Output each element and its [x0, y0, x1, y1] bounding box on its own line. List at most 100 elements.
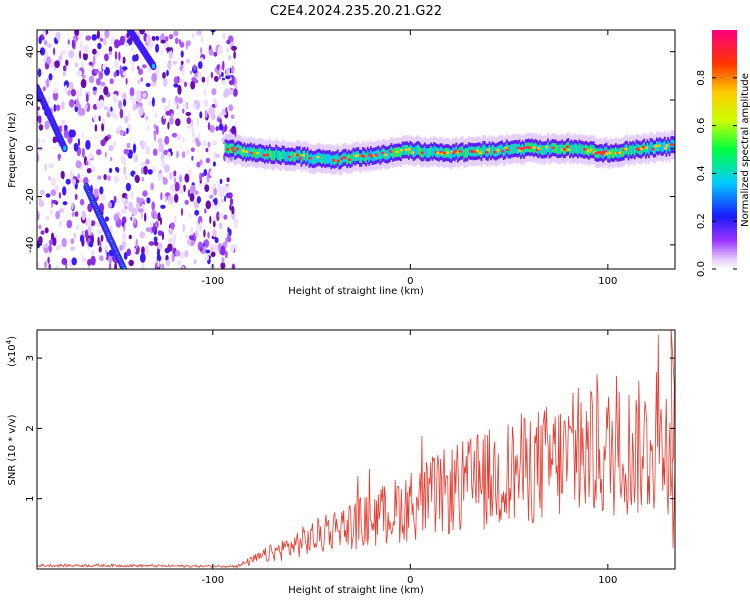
trace-peak [295, 153, 300, 157]
noise-blob [141, 261, 145, 269]
noise-blob [156, 125, 159, 135]
noise-blob [139, 231, 145, 239]
noise-blob [114, 59, 119, 68]
noise-blob [136, 200, 140, 211]
noise-blob [231, 45, 237, 51]
noise-blob [220, 185, 226, 194]
noise-blob [97, 175, 102, 180]
trace-mid [377, 149, 380, 159]
noise-blob [209, 215, 212, 224]
trace-mid [425, 148, 428, 158]
noise-blob [153, 123, 157, 130]
trace-mid [415, 145, 418, 155]
noise-blob [88, 241, 94, 248]
noise-blob [191, 155, 194, 161]
noise-blob [187, 189, 191, 197]
noise-blob [102, 37, 107, 46]
trace-mid [577, 145, 579, 155]
noise-blob [43, 40, 48, 45]
noise-blob [42, 86, 46, 92]
noise-blob [158, 143, 164, 153]
noise-blob [229, 198, 234, 206]
y-tick-label: 2 [25, 425, 36, 431]
noise-blob [108, 51, 112, 56]
noise-blob [160, 49, 163, 56]
trace-peak [395, 150, 399, 154]
noise-blob [185, 150, 190, 155]
noise-blob [98, 115, 101, 122]
noise-blob [141, 177, 144, 182]
noise-blob [221, 257, 225, 264]
noise-blob [92, 220, 96, 226]
noise-blob [110, 106, 113, 112]
trace-mid [403, 145, 406, 155]
trace-mid [558, 144, 561, 155]
trace-mid [556, 145, 559, 155]
trace-peak [657, 144, 661, 148]
noise-blob [174, 193, 179, 203]
trace-mid [229, 143, 232, 153]
noise-blob [71, 202, 74, 210]
trace-mid [461, 146, 464, 156]
noise-blob [199, 221, 202, 230]
noise-blob [88, 75, 95, 84]
noise-blob [220, 245, 226, 256]
snr-scale-prefix: (x10 [7, 344, 18, 367]
trace-mid [389, 148, 391, 159]
noise-blob [52, 91, 59, 101]
trace-mid [368, 152, 371, 163]
trace-mid [627, 147, 630, 157]
noise-blob [139, 252, 146, 263]
trace-mid [319, 153, 322, 163]
trace-peak [404, 148, 409, 152]
noise-blob [114, 51, 118, 60]
noise-blob [140, 77, 143, 82]
trace-mid [482, 144, 485, 155]
noise-blob [48, 73, 53, 81]
noise-blob [98, 71, 104, 80]
noise-blob [182, 223, 185, 233]
trace-mid [570, 143, 573, 154]
noise-blob [92, 55, 96, 66]
trace-mid [573, 143, 576, 153]
trace-peak [589, 148, 594, 152]
trace-peak [442, 151, 447, 155]
noise-blob [92, 86, 97, 91]
noise-blob [180, 50, 184, 58]
noise-blob [126, 248, 132, 257]
trace-peak [485, 151, 489, 154]
noise-blob [76, 90, 80, 100]
noise-blob [47, 176, 52, 181]
trace-peak [380, 151, 385, 155]
noise-blob [180, 60, 184, 65]
noise-blob [218, 222, 223, 230]
colorbar-ticks: 0.0 0.2 0.4 0.6 0.8 [696, 70, 737, 277]
trace-mid [580, 144, 583, 155]
trace-mid [608, 149, 611, 160]
trace-mid [501, 144, 504, 154]
noise-blob [43, 30, 46, 38]
noise-blob [213, 97, 216, 104]
trace-peak [665, 144, 669, 147]
trace-mid [613, 148, 616, 158]
noise-blob [180, 207, 184, 216]
noise-blob [157, 242, 163, 250]
trace-mid [400, 147, 402, 158]
noise-blob [77, 109, 84, 116]
noise-blob [104, 151, 107, 158]
noise-blob [79, 234, 85, 243]
noise-blob [144, 212, 147, 222]
trace-mid [464, 147, 467, 158]
noise-blob [173, 76, 179, 84]
trace-mid [510, 144, 513, 154]
noise-blob [108, 46, 113, 53]
noise-blob [161, 157, 166, 167]
noise-blob [204, 254, 209, 261]
noise-blob [80, 78, 87, 89]
chart-title: C2E4.2024.235.20.21.G22 [270, 4, 442, 19]
noise-blob [48, 239, 54, 246]
trace-mid [512, 144, 515, 154]
noise-blob [74, 62, 78, 68]
noise-blob [121, 208, 125, 214]
trace-mid [640, 145, 643, 155]
